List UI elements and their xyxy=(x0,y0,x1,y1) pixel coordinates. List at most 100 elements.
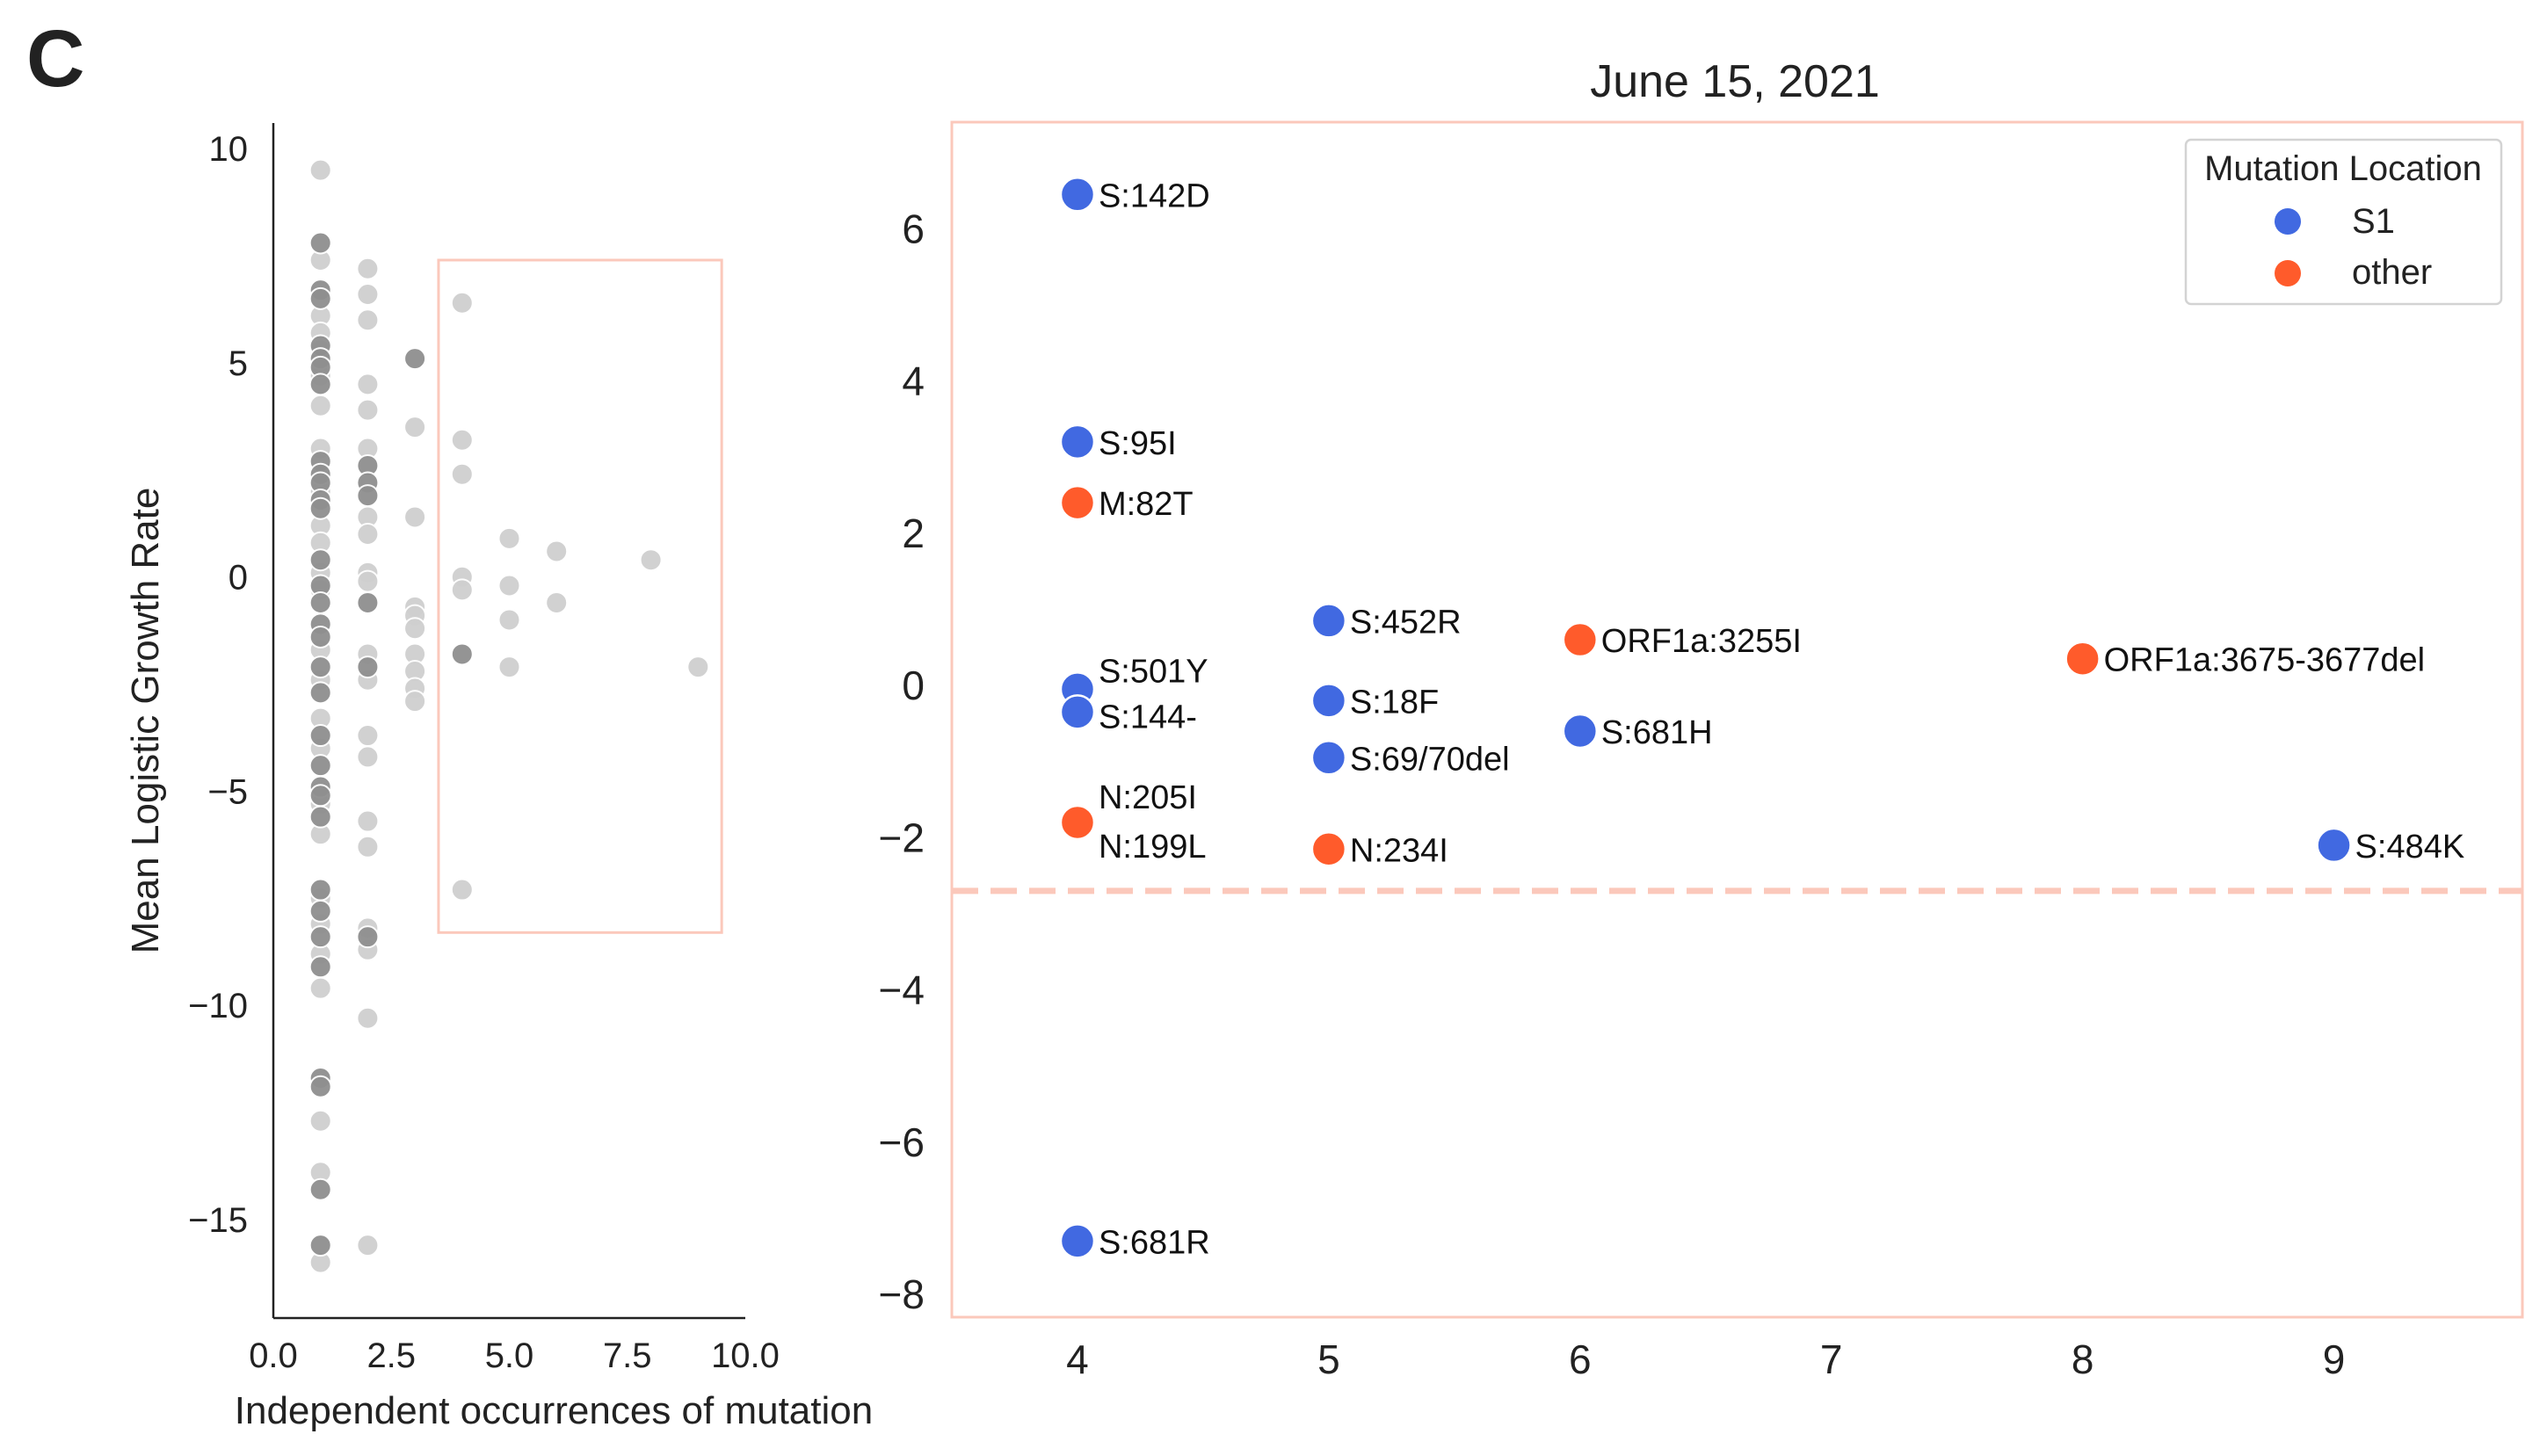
left-points xyxy=(308,158,710,1274)
left-point xyxy=(308,1075,332,1098)
left-point xyxy=(356,522,380,546)
mutation-label: S:452R xyxy=(1350,604,1462,641)
mutation-point xyxy=(1059,424,1096,460)
left-y-tick-label: −10 xyxy=(188,987,248,1025)
left-x-ticks: 0.0 2.5 5.0 7.5 10.0 xyxy=(249,1336,780,1375)
left-x-tick-label: 7.5 xyxy=(603,1336,652,1375)
left-point xyxy=(356,569,380,593)
right-plot-frame xyxy=(950,120,2524,1319)
right-y-tick-label: −8 xyxy=(879,1271,925,1317)
mutation-point xyxy=(2316,827,2352,864)
left-y-tick-label: 0 xyxy=(229,559,248,598)
mutation-label: N:205I xyxy=(1099,779,1197,816)
mutation-label: S:681H xyxy=(1601,714,1713,751)
mutation-point xyxy=(1562,621,1599,658)
left-point xyxy=(308,754,332,778)
left-point xyxy=(356,925,380,949)
legend-marker-other xyxy=(2275,260,2301,286)
left-y-tick-label: −5 xyxy=(207,772,248,811)
left-point xyxy=(497,656,521,679)
left-y-tick-label: 10 xyxy=(209,130,249,169)
left-point xyxy=(450,878,474,902)
left-point xyxy=(356,308,380,332)
panel-label: C xyxy=(26,14,84,104)
right-chart-title: June 15, 2021 xyxy=(1590,56,1880,107)
mutation-point xyxy=(1310,683,1347,719)
mutation-point xyxy=(1059,484,1096,521)
left-point xyxy=(308,548,332,572)
left-point xyxy=(639,548,663,572)
left-point xyxy=(356,809,380,833)
mutation-label: S:18F xyxy=(1350,684,1439,721)
left-point xyxy=(450,578,474,602)
mutation-point xyxy=(1059,804,1096,841)
mutation-label: ORF1a:3255I xyxy=(1601,623,1802,660)
legend: Mutation Location S1 other xyxy=(2184,138,2503,306)
left-point xyxy=(686,656,710,679)
mutation-label: S:484K xyxy=(2355,829,2465,866)
right-x-tick-label: 8 xyxy=(2072,1336,2094,1382)
left-x-axis-label: Independent occurrences of mutation xyxy=(235,1389,873,1432)
left-point xyxy=(308,1234,332,1257)
left-point xyxy=(497,574,521,598)
left-highlight-rect xyxy=(437,258,723,934)
legend-frame xyxy=(2184,138,2503,306)
mutation-label: S:69/70del xyxy=(1350,741,1510,778)
mutation-label: S:501Y xyxy=(1099,653,1208,690)
right-points: S:142D S:95I M:82T S:501Y S:144- N:205I N:199L… xyxy=(1059,177,2465,1261)
left-point xyxy=(403,416,427,439)
legend-label-s1: S1 xyxy=(2352,202,2395,241)
left-point xyxy=(450,291,474,315)
left-x-tick-label: 10.0 xyxy=(711,1336,780,1375)
left-point xyxy=(356,484,380,508)
left-y-ticks: 10 5 0 −5 −10 −15 xyxy=(188,130,248,1240)
mutation-label: N:234I xyxy=(1350,832,1448,869)
left-point xyxy=(308,925,332,949)
right-y-tick-label: −6 xyxy=(879,1119,925,1165)
right-y-tick-label: 4 xyxy=(902,359,925,404)
left-point xyxy=(356,656,380,679)
left-point xyxy=(356,724,380,748)
right-y-tick-label: −2 xyxy=(879,815,925,860)
mutation-label: M:82T xyxy=(1099,486,1194,523)
right-y-tick-label: −4 xyxy=(879,967,925,1013)
left-y-tick-label: 5 xyxy=(229,344,248,383)
left-point xyxy=(308,394,332,417)
left-point xyxy=(308,1109,332,1133)
right-scatter-chart: June 15, 2021 6 4 2 0 −2 −4 −6 −8 4 5 6 7 8 9 S:142D… xyxy=(879,56,2524,1382)
left-scatter-chart: 10 5 0 −5 −10 −15 0.0 2.5 5.0 7.5 10.0 Independen… xyxy=(124,123,873,1432)
mutation-point xyxy=(1562,713,1599,750)
left-point xyxy=(545,590,569,614)
left-point xyxy=(308,1177,332,1201)
left-y-axis-label: Mean Logistic Growth Rate xyxy=(124,488,167,954)
mutation-label: N:199L xyxy=(1099,829,1207,866)
right-x-tick-label: 9 xyxy=(2323,1336,2346,1382)
left-point xyxy=(308,724,332,748)
right-y-tick-label: 0 xyxy=(902,663,925,708)
left-point xyxy=(450,642,474,666)
left-highlight-box xyxy=(437,258,723,934)
mutation-point xyxy=(1059,694,1096,730)
mutation-label: S:142D xyxy=(1099,177,1210,214)
legend-marker-s1 xyxy=(2275,208,2301,235)
legend-title: Mutation Location xyxy=(2204,149,2482,188)
mutation-point xyxy=(1310,831,1347,867)
left-point xyxy=(308,158,332,182)
mutation-point xyxy=(1059,1223,1096,1259)
left-point xyxy=(308,625,332,648)
legend-label-other: other xyxy=(2352,253,2432,292)
left-point xyxy=(450,428,474,452)
mutation-label: S:144- xyxy=(1099,699,1197,735)
left-point xyxy=(497,526,521,550)
right-y-ticks: 6 4 2 0 −2 −4 −6 −8 xyxy=(879,206,925,1317)
mutation-point xyxy=(1059,177,1096,213)
right-x-tick-label: 6 xyxy=(1569,1336,1592,1382)
left-point xyxy=(356,373,380,396)
left-point xyxy=(403,347,427,371)
left-point xyxy=(356,590,380,614)
left-point xyxy=(356,745,380,769)
left-point xyxy=(308,955,332,979)
left-point xyxy=(308,899,332,923)
left-point xyxy=(308,784,332,808)
